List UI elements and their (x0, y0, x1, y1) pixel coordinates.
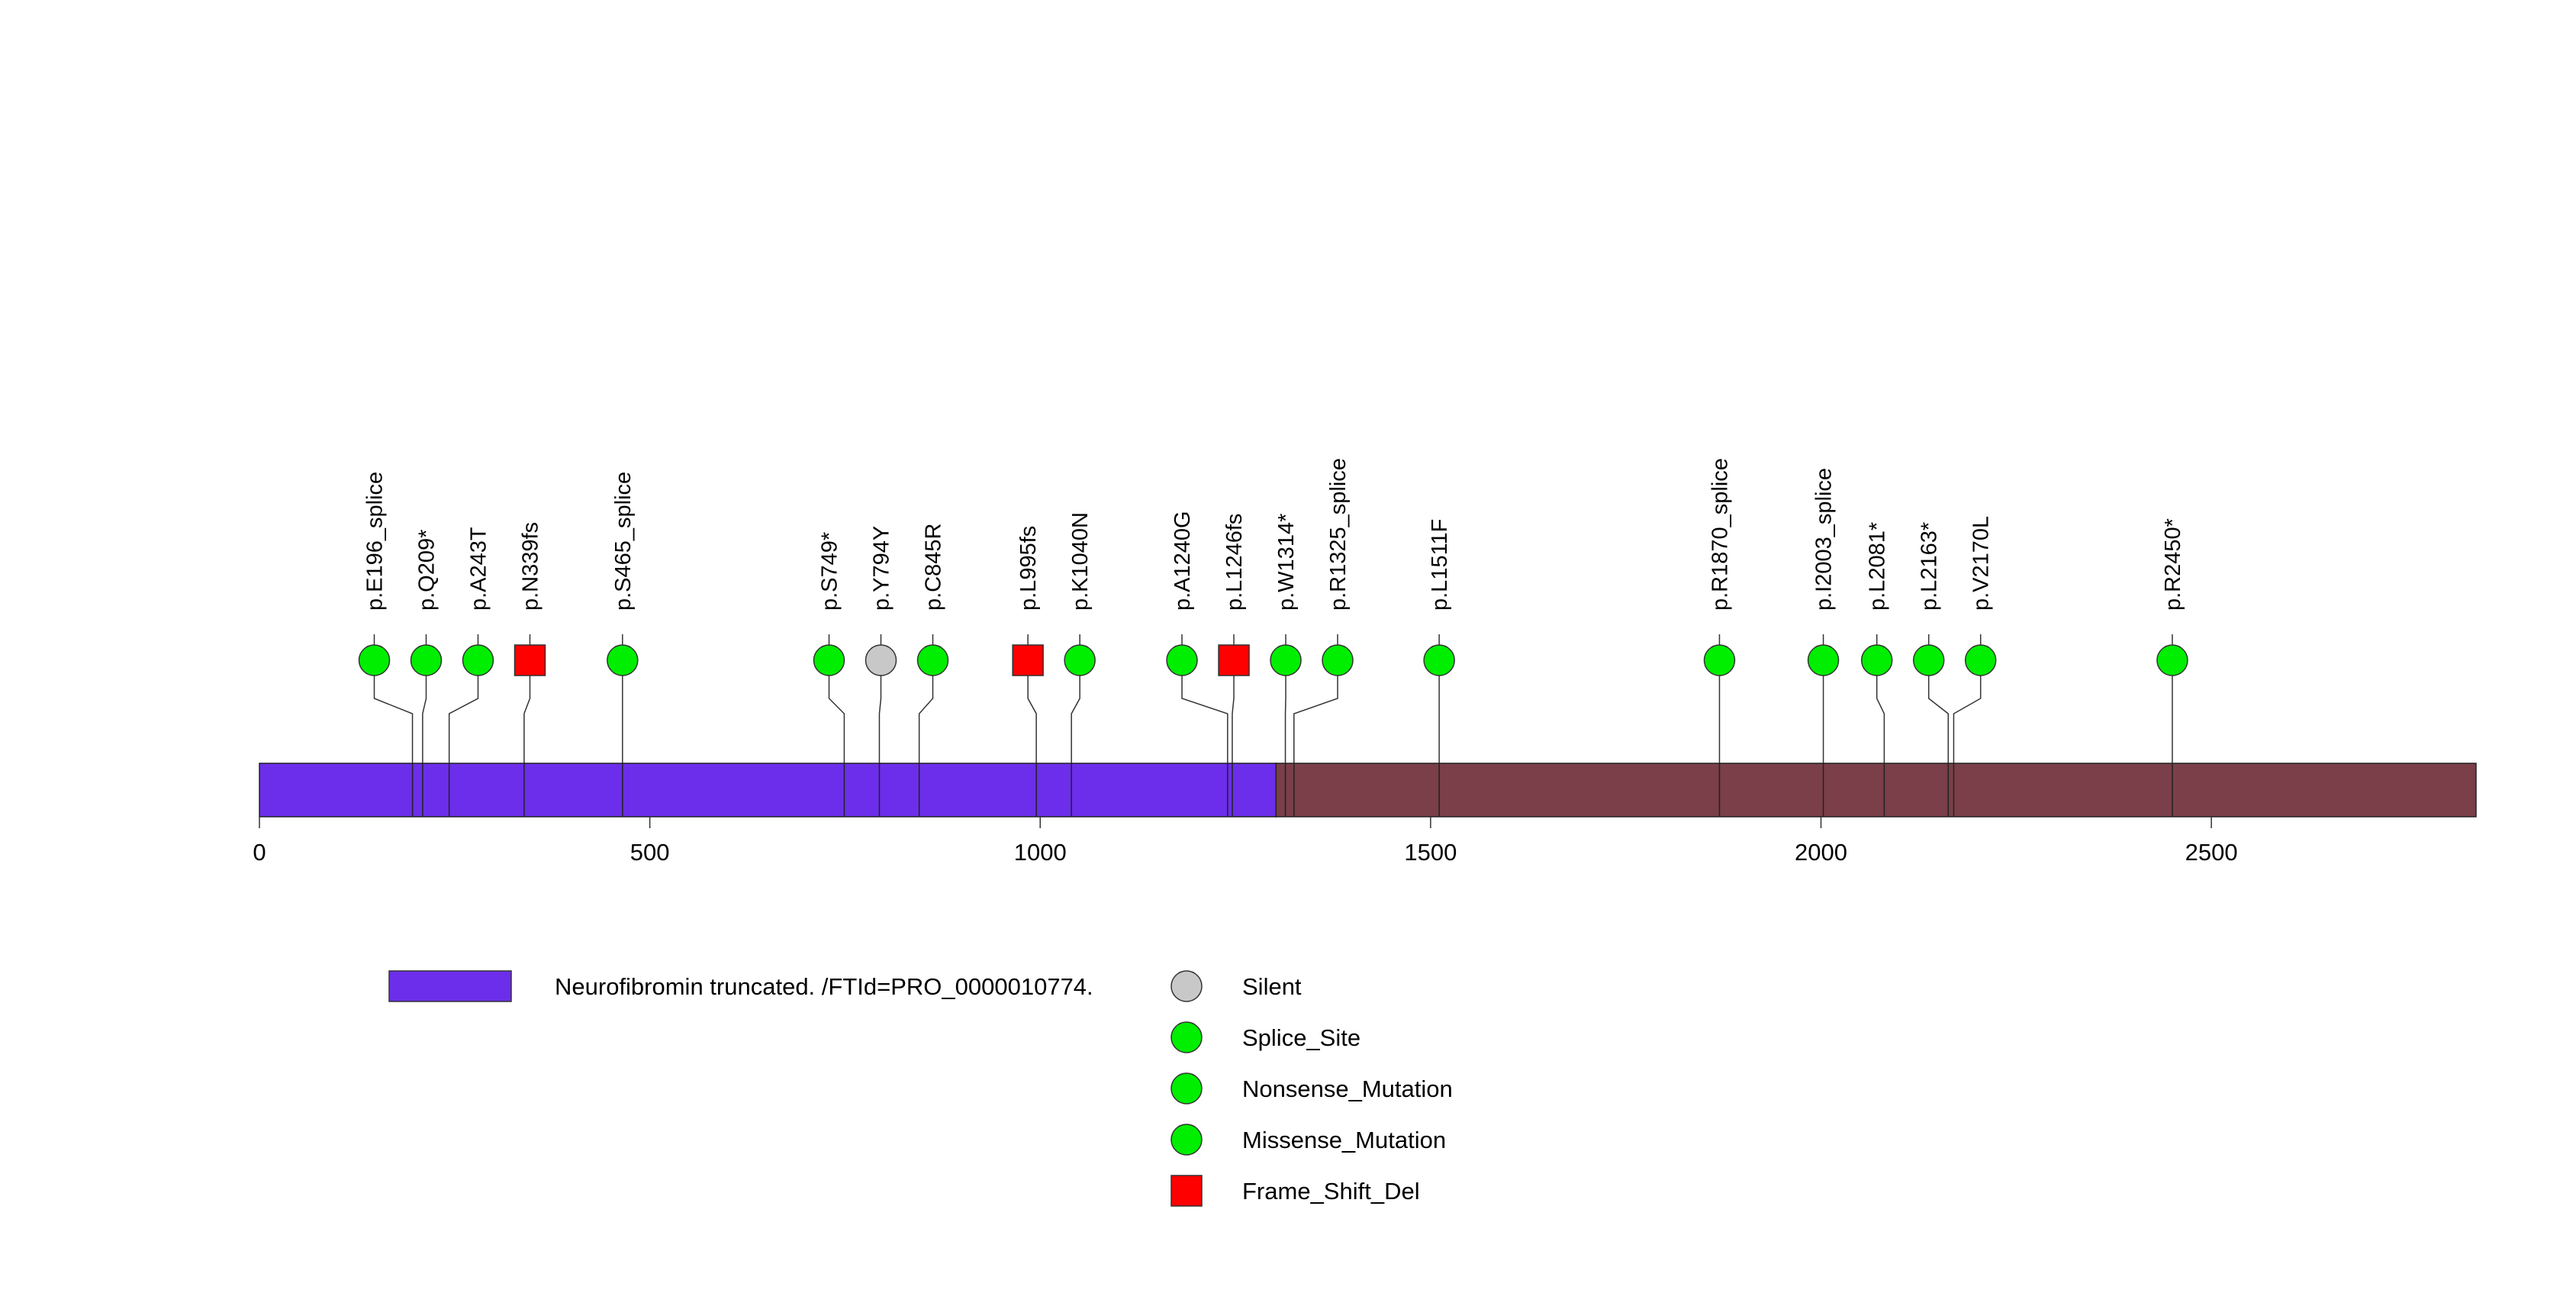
label-p-r2450: p.R2450* (2161, 518, 2185, 611)
tick-label-500: 500 (630, 839, 670, 866)
label-p-r1325-splice: p.R1325_splice (1326, 458, 1351, 611)
label-p-n339fs: p.N339fs (518, 522, 543, 611)
legend-domain-swatch-1 (388, 970, 512, 1002)
marker-p-i2003-splice (1807, 644, 1840, 676)
marker-p-l2163 (1912, 644, 1945, 676)
legend-label-silent: Silent (1242, 973, 1302, 1000)
marker-p-l995fs (1012, 644, 1044, 676)
marker-p-w1314 (1270, 644, 1302, 676)
label-p-l1511f: p.L1511F (1428, 519, 1452, 611)
label-p-v2170l: p.V2170L (1969, 516, 1994, 611)
label-p-i2003-splice: p.I2003_splice (1812, 468, 1837, 611)
marker-p-y794y (865, 644, 897, 676)
legend-label-missense-mutation: Missense_Mutation (1242, 1127, 1446, 1153)
label-p-w1314: p.W1314* (1274, 514, 1299, 611)
domain-2 (1275, 763, 2477, 818)
label-p-k1040n: p.K1040N (1068, 512, 1093, 611)
legend-marker-nonsense-mutation (1170, 1072, 1203, 1105)
label-p-q209: p.Q209* (414, 530, 439, 611)
label-p-c845r: p.C845R (922, 524, 946, 611)
marker-p-e196-splice (358, 644, 391, 676)
domain-1 (259, 763, 1278, 818)
legend-marker-splice-site (1170, 1021, 1203, 1053)
label-p-r1870-splice: p.R1870_splice (1708, 458, 1732, 611)
marker-p-l1246fs (1218, 644, 1250, 676)
legend-label-splice-site: Splice_Site (1242, 1024, 1360, 1051)
x-axis: 0 500 1000 1500 2000 2500 (253, 817, 2238, 866)
marker-p-s465-splice (607, 644, 639, 676)
marker-p-l1511f (1423, 644, 1455, 676)
tick-label-0: 0 (253, 839, 266, 866)
protein-domains (259, 763, 2477, 818)
marker-p-l2081 (1860, 644, 1893, 676)
legend-domain-label-1: Neurofibromin truncated. /FTId=PRO_00000… (555, 973, 1093, 1000)
marker-p-c845r (916, 644, 949, 676)
marker-p-n339fs (514, 644, 546, 676)
label-p-s465-splice: p.S465_splice (611, 472, 636, 611)
mutation-labels: p.E196_splice p.Q209* p.A243T p.N339fs p.S46… (362, 458, 2185, 611)
legend-marker-frame-shift-del (1170, 1175, 1203, 1207)
tick-label-2500: 2500 (2185, 839, 2238, 866)
marker-p-a243t (462, 644, 494, 676)
label-p-l995fs: p.L995fs (1016, 526, 1041, 611)
mutation-markers (358, 644, 2188, 676)
legend: Neurofibromin truncated. /FTId=PRO_00000… (388, 970, 1453, 1207)
label-p-a1240g: p.A1240G (1170, 511, 1195, 611)
label-p-s749: p.S749* (818, 532, 842, 611)
label-p-e196-splice: p.E196_splice (362, 472, 387, 611)
label-p-l2081: p.L2081* (1866, 522, 1890, 611)
marker-p-s749 (813, 644, 845, 676)
marker-p-r1870-splice (1703, 644, 1736, 676)
tick-label-2000: 2000 (1795, 839, 1847, 866)
tick-label-1500: 1500 (1404, 839, 1457, 866)
tick-label-1000: 1000 (1014, 839, 1067, 866)
legend-label-frame-shift-del: Frame_Shift_Del (1242, 1178, 1420, 1205)
label-p-a243t: p.A243T (466, 527, 491, 611)
label-p-l1246fs: p.L1246fs (1222, 514, 1247, 611)
legend-label-nonsense-mutation: Nonsense_Mutation (1242, 1076, 1453, 1102)
legend-marker-silent (1170, 970, 1203, 1002)
label-p-y794y: p.Y794Y (870, 526, 894, 611)
marker-p-v2170l (1964, 644, 1997, 676)
marker-p-r1325-splice (1322, 644, 1354, 676)
marker-p-a1240g (1166, 644, 1198, 676)
label-p-l2163: p.L2163* (1918, 522, 1942, 611)
marker-p-q209 (410, 644, 443, 676)
marker-p-r2450 (2156, 644, 2188, 676)
legend-marker-missense-mutation (1170, 1124, 1203, 1156)
marker-p-k1040n (1064, 644, 1096, 676)
